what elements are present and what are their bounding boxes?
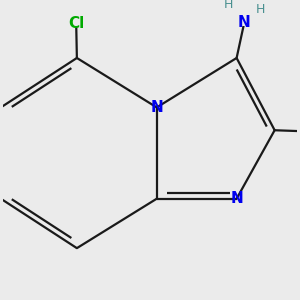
Text: N: N — [230, 191, 243, 206]
Text: H: H — [256, 3, 265, 16]
Text: H: H — [224, 0, 233, 11]
Text: Cl: Cl — [68, 16, 84, 31]
Text: N: N — [150, 100, 163, 115]
Text: N: N — [238, 14, 251, 29]
